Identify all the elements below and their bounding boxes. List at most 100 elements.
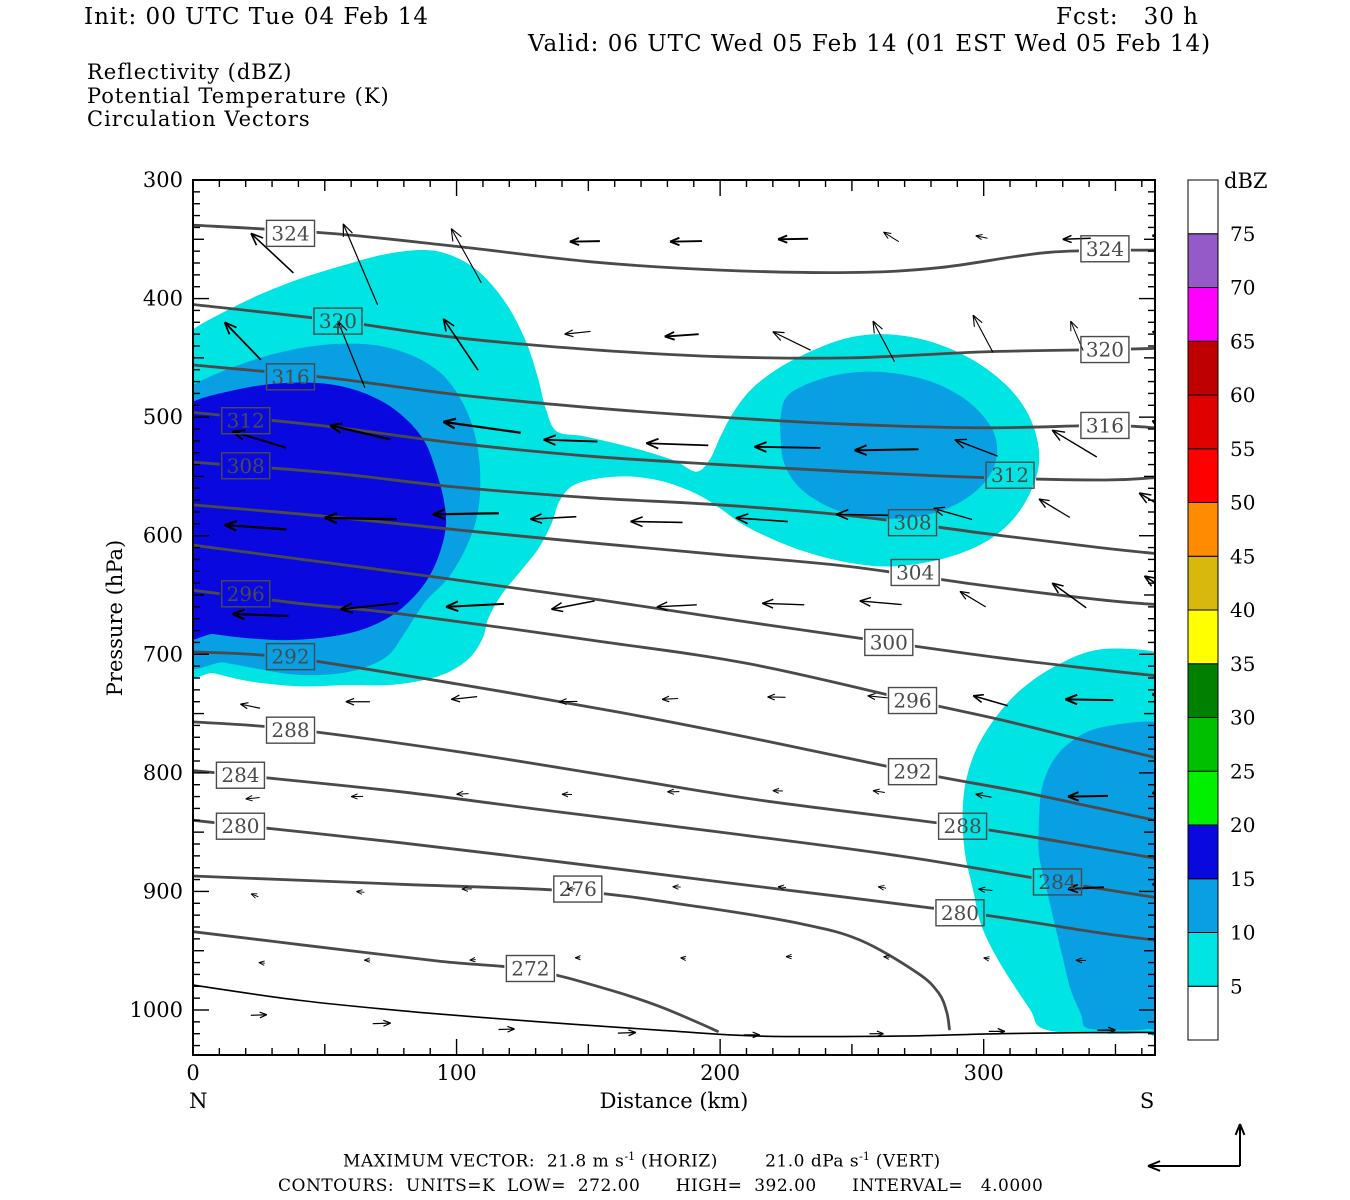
y-tick-label-300: 300: [143, 168, 183, 192]
x-tick-label-100: 100: [437, 1061, 477, 1085]
contour-label-284: 284: [215, 761, 266, 789]
x-axis-title: Distance (km): [600, 1089, 749, 1113]
colorbar-label-15: 15: [1230, 867, 1255, 891]
contour-label-308: 308: [221, 452, 271, 480]
colorbar-cell-2: [1187, 878, 1219, 933]
y-tick-label-800: 800: [143, 761, 183, 785]
theta-contour-284: [193, 769, 1155, 899]
superscript: -1: [859, 1150, 870, 1163]
contour-label-304: 304: [890, 558, 940, 587]
svg-text:308: 308: [893, 511, 931, 535]
colorbar-title: dBZ: [1224, 169, 1267, 193]
reflectivity-region-mid-cell-10dbz: [780, 371, 998, 519]
forecast-hour-label: Fcst: 30 h: [1056, 4, 1199, 30]
reflectivity-region-south-cell-10dbz: [1038, 721, 1155, 1031]
colorbar-cell-5: [1187, 717, 1219, 772]
colorbar-label-30: 30: [1230, 706, 1255, 730]
max-vector-vert-tag: (VERT): [869, 1151, 941, 1172]
theta-contour-280: [193, 818, 1155, 942]
svg-text:272: 272: [511, 957, 549, 981]
svg-text:288: 288: [944, 814, 982, 838]
svg-text:320: 320: [1086, 338, 1124, 362]
svg-text:312: 312: [227, 409, 265, 433]
svg-text:324: 324: [271, 221, 309, 245]
colorbar-cell-12: [1187, 340, 1219, 396]
svg-text:288: 288: [271, 718, 309, 742]
colorbar-cell-13: [1187, 287, 1219, 342]
theta-contour-300: [193, 543, 1155, 677]
contour-label-324: 324: [1080, 235, 1130, 263]
colorbar-label-45: 45: [1230, 544, 1255, 568]
svg-text:296: 296: [893, 689, 931, 713]
theta-contour-296: [193, 588, 1155, 759]
theta-contour-312: [193, 411, 1155, 482]
svg-text:276: 276: [559, 877, 597, 901]
colorbar-cell-0: [1187, 985, 1219, 1041]
contour-label-316: 316: [265, 363, 316, 391]
contour-label-296: 296: [221, 580, 271, 608]
colorbar-label-50: 50: [1230, 491, 1255, 515]
svg-text:284: 284: [221, 763, 259, 787]
contour-label-324: 324: [265, 219, 316, 248]
field-label-circulation-vectors: Circulation Vectors: [87, 107, 311, 131]
theta-contour-308: [193, 460, 1155, 555]
axis-end-label-north: N: [189, 1089, 207, 1113]
max-vector-horiz-tag: (HORIZ) 21.0 dPa s: [635, 1151, 860, 1172]
theta-contour-288: [193, 720, 1155, 860]
colorbar-cell-6: [1187, 663, 1219, 718]
svg-text:292: 292: [271, 645, 309, 669]
y-tick-label-600: 600: [143, 524, 183, 548]
contour-label-300: 300: [864, 628, 914, 657]
colorbar-label-60: 60: [1230, 383, 1255, 407]
contour-label-316: 316: [1080, 411, 1130, 440]
contour-label-320: 320: [313, 307, 363, 335]
contour-label-312: 312: [985, 461, 1035, 489]
max-vector-text: MAXIMUM VECTOR: 21.8 m s: [343, 1151, 625, 1172]
svg-text:304: 304: [896, 560, 934, 584]
contour-label-296: 296: [887, 686, 938, 715]
theta-contour-292: [193, 650, 1155, 822]
contour-label-292: 292: [887, 757, 938, 786]
contour-label-280: 280: [215, 812, 266, 840]
svg-text:292: 292: [893, 760, 931, 784]
y-tick-label-900: 900: [143, 879, 183, 903]
svg-text:280: 280: [221, 814, 259, 838]
colorbar-cell-4: [1187, 770, 1219, 826]
colorbar-cell-7: [1187, 609, 1219, 665]
colorbar-cell-8: [1187, 555, 1219, 611]
y-tick-label-1000: 1000: [130, 998, 183, 1022]
y-axis-title: Pressure (hPa): [103, 540, 127, 696]
field-label-potential-temperature: Potential Temperature (K): [87, 84, 390, 108]
colorbar-label-10: 10: [1230, 921, 1255, 945]
colorbar-cell-1: [1187, 932, 1219, 987]
valid-time-label: Valid: 06 UTC Wed 05 Feb 14 (01 EST Wed …: [528, 31, 1212, 57]
x-tick-label-200: 200: [700, 1061, 740, 1085]
svg-text:324: 324: [1086, 237, 1124, 261]
colorbar-label-40: 40: [1230, 598, 1255, 622]
theta-contour-labels: 3243203163123082962922882842802762723243…: [215, 219, 1130, 983]
x-tick-label-0: 0: [186, 1061, 199, 1085]
theta-contour-324: [193, 223, 1155, 274]
svg-text:300: 300: [870, 630, 908, 654]
svg-text:280: 280: [941, 901, 979, 925]
contour-label-312: 312: [221, 407, 271, 435]
contour-label-284: 284: [1032, 868, 1083, 896]
superscript: -1: [624, 1150, 636, 1163]
colorbar-label-25: 25: [1230, 759, 1255, 783]
axis-labels: 0 100 200 300 300 400 500 600 700 800 900 1000 N S Dis…: [103, 168, 1154, 1113]
svg-text:284: 284: [1038, 870, 1076, 894]
colorbar-label-75: 75: [1230, 222, 1255, 246]
contour-label-280: 280: [935, 899, 985, 927]
colorbar-label-5: 5: [1230, 974, 1243, 998]
x-tick-label-300: 300: [964, 1061, 1004, 1085]
theta-contour-272: [193, 930, 719, 1033]
colorbar-cell-10: [1187, 448, 1219, 503]
svg-text:316: 316: [271, 365, 309, 389]
contour-label-320: 320: [1080, 335, 1130, 364]
axis-end-label-south: S: [1140, 1089, 1154, 1113]
svg-text:316: 316: [1086, 413, 1124, 437]
svg-text:296: 296: [227, 582, 265, 606]
field-label-reflectivity: Reflectivity (dBZ): [87, 60, 293, 84]
contour-label-292: 292: [265, 642, 316, 671]
init-time-label: Init: 00 UTC Tue 04 Feb 14: [84, 4, 430, 30]
